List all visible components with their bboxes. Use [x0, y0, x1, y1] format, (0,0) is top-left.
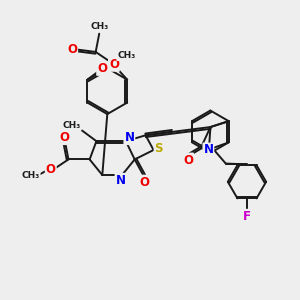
Text: CH₃: CH₃ [22, 171, 40, 180]
Text: CH₃: CH₃ [91, 22, 109, 31]
Text: N: N [203, 143, 213, 157]
Text: O: O [59, 131, 69, 144]
Text: N: N [116, 174, 126, 187]
Text: CH₃: CH₃ [63, 121, 81, 130]
Text: S: S [154, 142, 163, 155]
Text: O: O [46, 163, 56, 176]
Text: CH₃: CH₃ [117, 51, 135, 60]
Text: O: O [109, 58, 119, 71]
Text: O: O [67, 43, 77, 56]
Text: N: N [124, 131, 134, 144]
Text: O: O [139, 176, 149, 189]
Text: F: F [243, 210, 251, 223]
Text: O: O [97, 62, 107, 75]
Text: O: O [183, 154, 193, 166]
